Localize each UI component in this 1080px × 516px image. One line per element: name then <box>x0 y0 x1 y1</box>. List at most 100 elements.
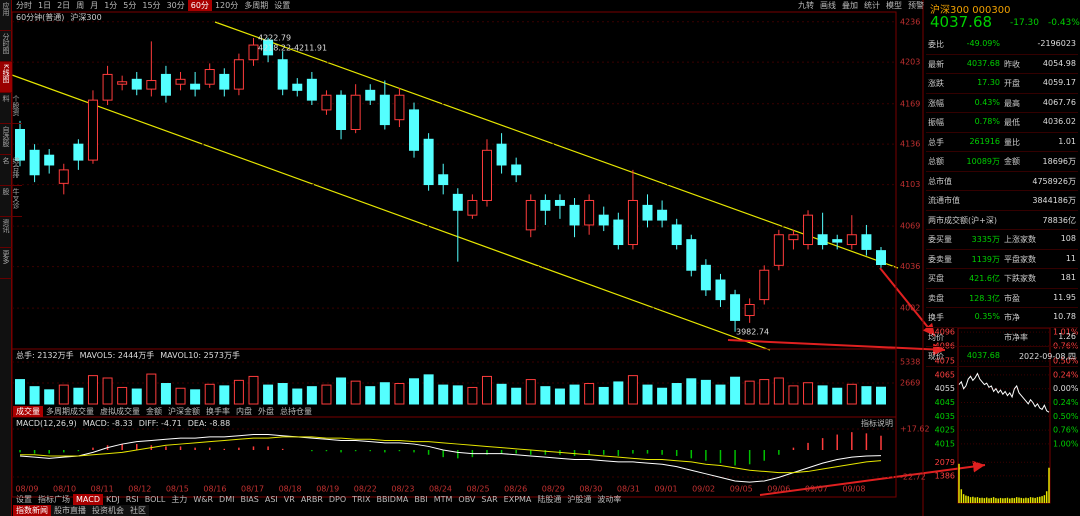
indicator-tab[interactable]: 设置 <box>16 495 32 504</box>
info-item[interactable]: DEA: -8.88 <box>187 419 231 428</box>
volume-bar <box>438 384 449 405</box>
quote-cell: 421.6亿 <box>969 274 1000 283</box>
quote-row: 最新 4037.68 昨收 4054.98 <box>926 55 1078 74</box>
side-tab[interactable]: 资讯 <box>0 217 12 248</box>
indicator-tab[interactable]: KDJ <box>105 495 120 504</box>
period-tab[interactable]: 分时 <box>16 1 32 10</box>
indicator-tab[interactable]: VR <box>283 495 295 504</box>
annotation: 4218.22-4211.91 <box>258 44 327 53</box>
indicator-tab[interactable]: TRIX <box>352 495 371 504</box>
volume-tab[interactable]: 多周期成交量 <box>46 407 94 416</box>
indicator-tab[interactable]: DPO <box>328 495 347 504</box>
bottom-tab[interactable]: 投资机会 <box>92 506 124 515</box>
period-tab[interactable]: 120分 <box>214 1 239 10</box>
volume-bar <box>190 389 201 405</box>
side-tab[interactable]: 牛叉诊股 <box>0 186 22 217</box>
info-item[interactable]: 总手: 2132万手 <box>16 351 74 360</box>
tool-tab[interactable]: 预警 <box>908 1 924 10</box>
side-tab[interactable]: 综合排名 <box>0 155 22 186</box>
quote-cell: 10089万 <box>966 157 1000 166</box>
indicator-tab[interactable]: OBV <box>458 495 476 504</box>
indicator-tab[interactable]: SAR <box>481 495 498 504</box>
indicator-tab[interactable]: MACD <box>73 494 103 505</box>
period-tab[interactable]: 1日 <box>38 1 52 10</box>
indicator-tab[interactable]: MTM <box>433 495 453 504</box>
volume-tab[interactable]: 金额 <box>146 407 162 416</box>
indicator-tab[interactable]: ARBR <box>300 495 323 504</box>
indicator-tab[interactable]: 波动率 <box>597 495 622 504</box>
quote-cell: 下跌家数 <box>1004 274 1036 283</box>
bottom-tab[interactable]: 社区 <box>130 506 146 515</box>
period-tab[interactable]: 设置 <box>274 1 291 10</box>
candle-body <box>263 39 274 56</box>
volume-bar <box>730 376 741 405</box>
tool-tab[interactable]: 模型 <box>886 1 902 10</box>
period-tab[interactable]: 月 <box>90 1 99 10</box>
x-tick-label: 08/29 <box>542 485 565 494</box>
indicator-tab[interactable]: W&R <box>193 495 214 504</box>
info-item[interactable]: MACD: -8.33 <box>82 419 133 428</box>
volume-bar <box>817 385 828 405</box>
indicator-tab[interactable]: DMI <box>219 495 235 504</box>
period-tab[interactable]: 60分 <box>187 0 212 11</box>
pct-label: 0.76% <box>1053 341 1079 350</box>
info-item[interactable]: MAVOL5: 2444万手 <box>79 351 155 360</box>
side-tab[interactable]: 自选股 <box>0 124 12 155</box>
period-tab[interactable]: 15分 <box>142 1 161 10</box>
indicator-tab[interactable]: RSI <box>125 495 139 504</box>
indicator-tab[interactable]: ASI <box>264 495 278 504</box>
period-tab[interactable]: 1分 <box>104 1 118 10</box>
quote-cell: 17.30 <box>977 78 1000 87</box>
period-tab[interactable]: 5分 <box>123 1 137 10</box>
side-tab[interactable]: 个股资料 <box>0 93 22 124</box>
x-tick-label: 08/19 <box>316 485 339 494</box>
tool-tab[interactable]: 九转 <box>798 1 814 10</box>
side-tab[interactable]: 分时图 <box>0 31 12 62</box>
tool-tab[interactable]: 统计 <box>864 1 880 10</box>
bottom-tab[interactable]: 股市直播 <box>54 506 86 515</box>
period-tab[interactable]: 周 <box>76 1 85 10</box>
indicator-tab[interactable]: 主力 <box>171 495 188 504</box>
side-tab[interactable]: K线图 <box>0 62 12 93</box>
volume-tab[interactable]: 换手率 <box>206 407 230 416</box>
period-tab[interactable]: 2日 <box>57 1 71 10</box>
indicator-tab[interactable]: BBIDMA <box>376 495 409 504</box>
indicator-tab[interactable]: BBI <box>414 495 428 504</box>
indicator-tab[interactable]: EXPMA <box>503 495 532 504</box>
volume-tab[interactable]: 总持仓量 <box>280 407 312 416</box>
info-item[interactable]: MACD(12,26,9) <box>16 419 77 428</box>
indicator-tab[interactable]: BOLL <box>144 495 166 504</box>
tool-tab[interactable]: 叠加 <box>842 1 858 10</box>
tool-tab[interactable]: 画线 <box>820 1 836 10</box>
indicator-tab[interactable]: 指标广场 <box>38 495 70 504</box>
x-tick-label: 08/26 <box>504 485 527 494</box>
info-item[interactable]: DIFF: -4.71 <box>138 419 182 428</box>
period-tab[interactable]: 30分 <box>166 1 185 10</box>
volume-bar <box>233 379 244 405</box>
quote-cell: 市净 <box>1004 313 1020 322</box>
side-tab[interactable]: 更多 <box>0 248 12 279</box>
quote-cell: 委比 <box>928 40 944 49</box>
candle-body <box>117 81 128 85</box>
bottom-tab[interactable]: 指数新闻 <box>13 505 51 516</box>
quote-row: 委买量 3335万 上涨家数 108 <box>926 230 1078 250</box>
period-tab[interactable]: 多周期 <box>244 1 269 10</box>
indicator-tab[interactable]: 陆股通 <box>537 495 562 504</box>
quote-cell: 两市成交额(沪+深) <box>928 215 997 225</box>
volume-tab[interactable]: 成交量 <box>13 406 43 417</box>
indicator-tab[interactable]: 沪股通 <box>567 495 592 504</box>
y-tick-label: 4045 <box>935 398 955 407</box>
volume-tab[interactable]: 内盘 <box>236 407 252 416</box>
help-link[interactable]: 指标说明 <box>861 419 893 428</box>
quote-cell: 261916 <box>969 136 1000 146</box>
x-tick-label: 09/07 <box>805 485 828 494</box>
volume-tab[interactable]: 沪深金额 <box>168 407 200 416</box>
volume-tab[interactable]: 外盘 <box>258 407 274 416</box>
volume-tab[interactable]: 虚拟成交量 <box>100 407 140 416</box>
candle-body <box>788 234 799 241</box>
y-tick-label: 1386 <box>935 471 955 480</box>
indicator-tab[interactable]: BIAS <box>240 495 259 504</box>
side-tab[interactable]: 应用 <box>0 0 12 31</box>
info-item[interactable]: MAVOL10: 2573万手 <box>160 351 240 360</box>
candle-body <box>671 224 682 246</box>
